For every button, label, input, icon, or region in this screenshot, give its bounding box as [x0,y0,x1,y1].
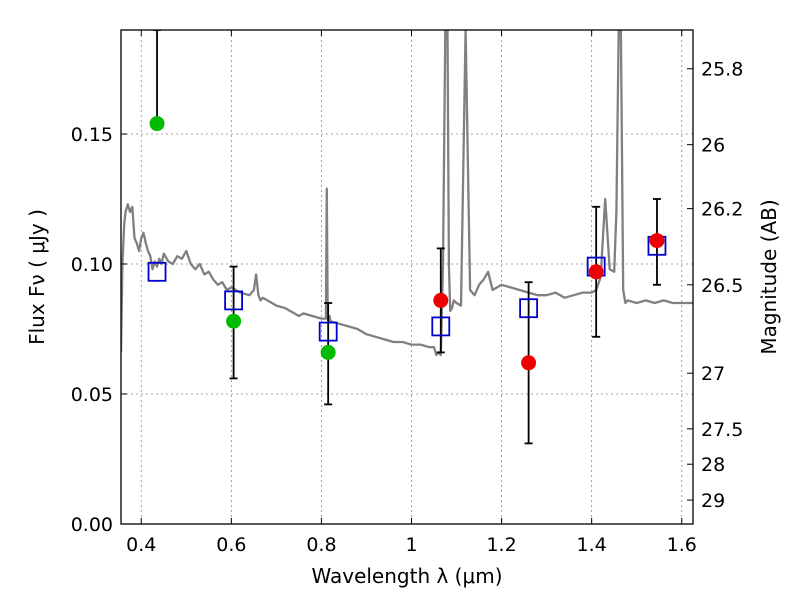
x-tick-label: 1.6 [667,534,697,556]
model-band-marker [431,316,451,337]
y-tick-label: 0.10 [71,254,113,276]
plot-background [121,30,693,524]
data-layer [121,30,693,445]
red-photometry-point [433,292,449,308]
model-band-marker [519,298,539,319]
x-tick-label: 0.4 [126,534,156,556]
x-tick-label: 0.6 [216,534,246,556]
x-axis: 0.4 0.6 0.8 1 1.2 1.4 1.6 [126,30,697,556]
y2-tick-label: 27.5 [701,419,743,441]
plot-frame [120,29,694,525]
x-axis-title: Wavelength λ (μm) [311,564,502,588]
y2-tick-label: 27 [701,363,725,385]
x-tick-label: 1.4 [577,534,607,556]
y2-tick-label: 26.5 [701,275,743,297]
y-axis-title: Flux Fν ( μJy ) [25,209,49,345]
red-photometry-point [521,355,537,371]
y-tick-label: 0.05 [71,384,113,406]
y2-tick-label: 25.8 [701,59,743,81]
green-photometry-point [149,116,165,132]
y2-axis: 25.8 26 26.2 26.5 27 27.5 28 29 [687,59,743,512]
red-photometry-point [649,233,665,249]
y2-tick-label: 26 [701,135,725,157]
model-band-marker [318,321,338,342]
y-tick-label: 0.15 [71,124,113,146]
x-tick-label: 1 [405,534,417,556]
model-band-marker [224,290,243,311]
y-tick-label: 0.00 [71,514,113,536]
x-tick-label: 1.2 [486,534,516,556]
y2-tick-label: 26.2 [701,199,743,221]
y2-tick-label: 28 [701,454,725,476]
y-axis: 0.00 0.05 0.10 0.15 [71,124,127,536]
green-photometry-point [320,344,336,360]
red-photometry-point [588,264,604,280]
y2-axis-title: Magnitude (AB) [757,199,781,354]
model-band-marker [147,261,167,282]
green-photometry-point [226,313,242,329]
y2-tick-label: 29 [701,490,725,512]
model-sed-line [121,30,693,357]
x-tick-label: 0.8 [306,534,336,556]
